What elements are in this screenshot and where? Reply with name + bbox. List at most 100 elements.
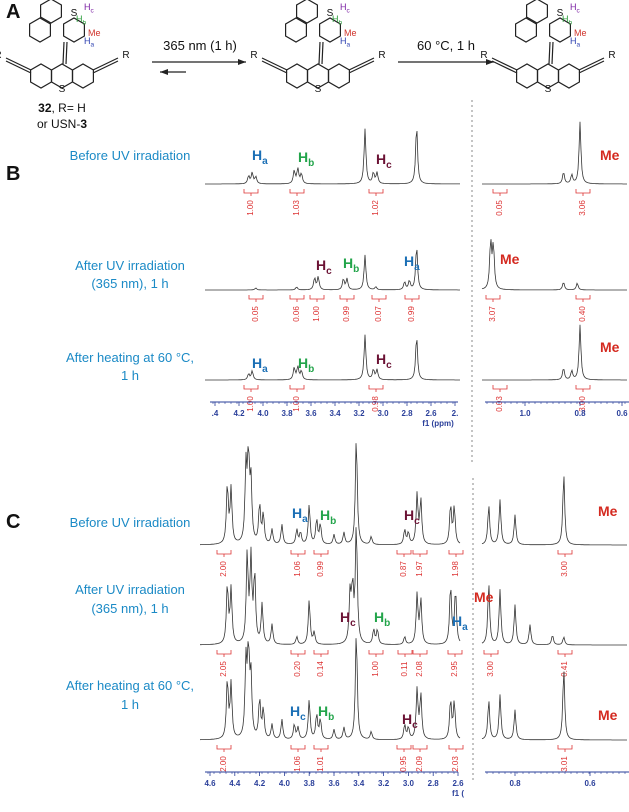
ring <box>328 63 350 89</box>
label-main: H <box>570 36 577 46</box>
label-main: H <box>570 2 577 12</box>
alkyne <box>261 57 288 71</box>
integral-bracket <box>289 189 305 196</box>
ring <box>29 17 51 43</box>
peak-label: Ha <box>84 36 95 49</box>
label-sub: c <box>577 8 581 15</box>
axis-unit: f1 ( <box>452 789 464 798</box>
alkyne <box>5 57 32 71</box>
integral-value: 0.07 <box>374 306 383 322</box>
label-sub: b <box>330 516 336 527</box>
compound-text: , R= H <box>52 101 86 115</box>
peak-label: Hc <box>340 609 356 629</box>
axis-unit: f1 (ppm) <box>422 419 454 428</box>
ring <box>319 17 341 43</box>
ring <box>286 63 308 89</box>
bond <box>318 41 321 65</box>
atom: R <box>378 50 385 61</box>
integral-value: 2.03 <box>451 756 460 772</box>
spectrum <box>199 638 461 741</box>
integral-bracket <box>575 295 591 302</box>
bond <box>551 41 554 65</box>
label-main: Me <box>474 589 494 605</box>
tick-label: 2.6 <box>425 409 437 418</box>
tick-label: 4.2 <box>233 409 245 418</box>
row-label: Before UV irradiation <box>70 515 191 530</box>
integral-bracket <box>309 295 325 302</box>
tick-label: 3.8 <box>281 409 293 418</box>
label-main: H <box>404 507 414 523</box>
integral-value: 3.01 <box>560 756 569 772</box>
integral-value: 0.05 <box>251 306 260 322</box>
label-main: H <box>340 609 350 625</box>
label-main: Me <box>598 707 618 723</box>
peak-label: Ha <box>292 505 308 525</box>
tick-label: 3.0 <box>403 779 415 788</box>
spectrum <box>481 671 627 741</box>
atom: R <box>0 50 2 61</box>
row-label: (365 nm), 1 h <box>91 601 168 616</box>
peak-label: Hc <box>340 2 351 15</box>
molecule <box>261 0 375 89</box>
label-sub: a <box>302 514 308 525</box>
atom: S <box>315 84 322 95</box>
label-main: H <box>404 253 414 269</box>
tick-label: 2.6 <box>452 779 464 788</box>
integral-value: 2.00 <box>219 756 228 772</box>
ring <box>526 0 548 24</box>
alkyne <box>92 57 119 71</box>
tick-label: 2. <box>452 409 459 418</box>
integral-bracket <box>243 189 259 196</box>
ring <box>285 17 307 43</box>
peak-label: Hb <box>318 703 334 723</box>
peak-label: Hc <box>84 2 95 15</box>
peak-label: Me <box>598 707 618 723</box>
atom: R <box>608 50 615 61</box>
integral-value: 3.00 <box>560 561 569 577</box>
integral-value: 2.05 <box>219 661 228 677</box>
label-main: H <box>84 2 91 12</box>
integral-bracket <box>404 295 420 302</box>
spectrum <box>199 443 461 546</box>
ring <box>296 0 318 24</box>
bond <box>548 41 551 65</box>
panel-label: C <box>6 511 20 533</box>
alkyne <box>491 57 518 71</box>
integral-value: 0.98 <box>371 396 380 412</box>
integral-bracket <box>557 745 573 752</box>
alkyne <box>578 57 605 71</box>
methyl: Me <box>88 28 101 38</box>
integral-bracket <box>575 385 591 392</box>
tick-label: 4.0 <box>257 409 269 418</box>
peak-label: Ha <box>340 36 351 49</box>
integral-bracket <box>339 295 355 302</box>
integral-bracket <box>412 550 428 557</box>
peak-label: Hc <box>376 351 392 371</box>
tick-label: 3.0 <box>377 409 389 418</box>
integral-value: 1.02 <box>371 200 380 216</box>
integral-value: 1.00 <box>371 661 380 677</box>
integral-value: 1.00 <box>292 396 301 412</box>
label-main: H <box>340 2 347 12</box>
molecule <box>491 0 605 89</box>
spectrum <box>205 334 460 381</box>
label-sub: c <box>414 516 420 527</box>
integral-value: 1.06 <box>293 561 302 577</box>
row-label: After heating at 60 °C, <box>66 350 194 365</box>
integral-value: 1.01 <box>316 756 325 772</box>
integral-value: 0.03 <box>495 396 504 412</box>
alkyne <box>348 57 375 71</box>
integral-bracket <box>412 650 428 657</box>
label-sub: a <box>262 156 268 167</box>
condition: 365 nm (1 h) <box>163 38 237 53</box>
peak-label: Hb <box>562 14 573 27</box>
label-main: H <box>332 14 339 24</box>
spectrum <box>481 239 627 291</box>
bond <box>321 41 324 65</box>
label-main: H <box>298 355 308 371</box>
panel-label: A <box>6 1 20 23</box>
label-sub: a <box>577 42 581 49</box>
tick-label: 0.6 <box>584 779 596 788</box>
ring <box>549 17 571 43</box>
